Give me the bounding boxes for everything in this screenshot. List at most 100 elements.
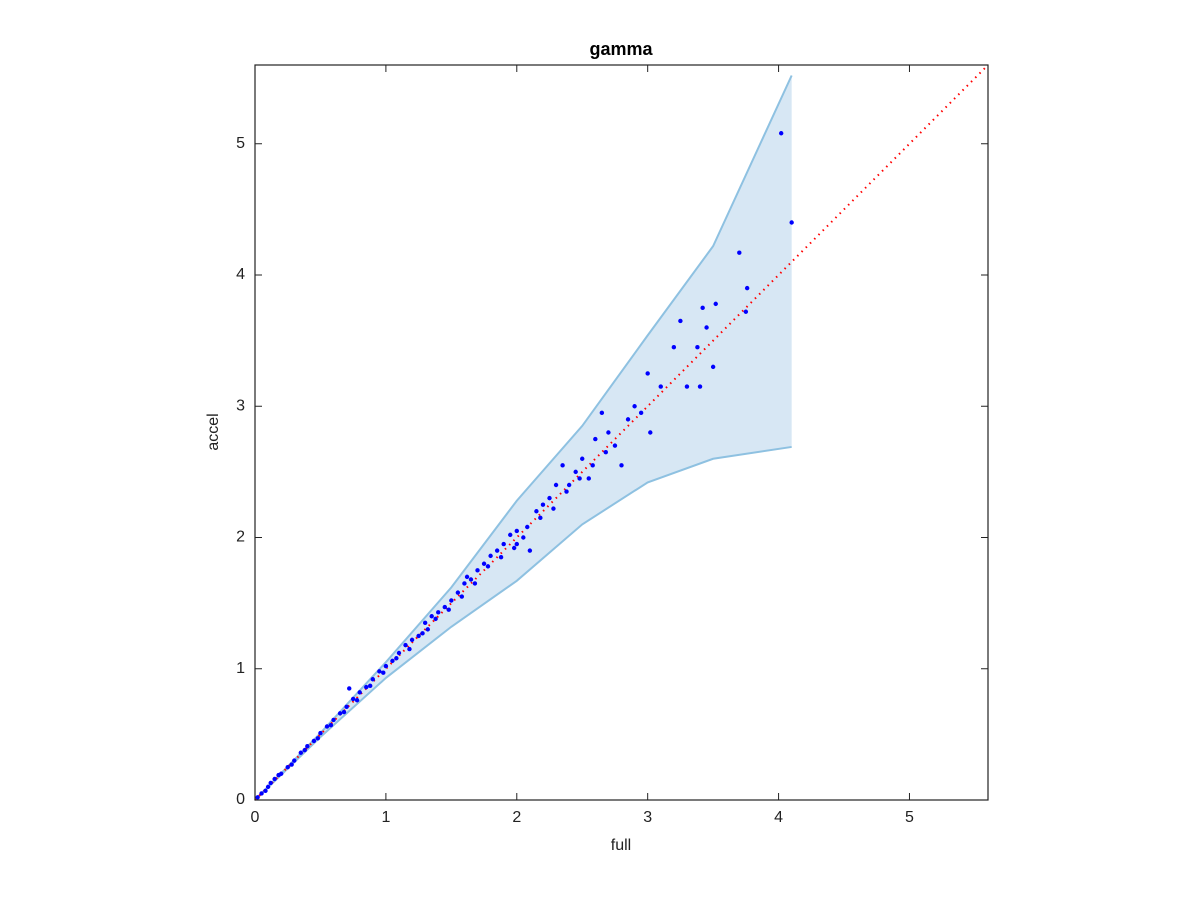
point [713, 301, 718, 307]
point [407, 646, 412, 652]
point [416, 633, 421, 639]
point [658, 384, 663, 389]
point [347, 686, 352, 691]
point [586, 476, 591, 481]
point [744, 285, 750, 291]
point [364, 684, 369, 690]
point [394, 656, 399, 661]
point [442, 604, 447, 610]
point [396, 650, 402, 656]
point [521, 535, 526, 540]
point [547, 495, 552, 501]
point [710, 364, 716, 370]
x-tick-label: 4 [774, 809, 783, 826]
point [501, 541, 506, 547]
point [446, 607, 451, 612]
point [381, 670, 386, 675]
point [341, 709, 347, 715]
point [422, 620, 428, 626]
point [778, 131, 784, 136]
point [433, 616, 438, 622]
x-tick-label: 1 [381, 809, 390, 826]
chart-title: gamma [589, 39, 653, 59]
point [350, 696, 356, 702]
point [538, 515, 543, 521]
point [697, 384, 703, 389]
point [638, 410, 644, 416]
x-tick-label: 3 [643, 809, 652, 826]
point [619, 463, 624, 468]
point [551, 506, 556, 511]
point [603, 449, 608, 455]
point [566, 482, 572, 488]
point [606, 430, 611, 435]
band-upper [254, 75, 793, 801]
point [573, 469, 578, 475]
point [580, 456, 585, 461]
point [671, 344, 677, 350]
point [370, 677, 376, 682]
point [514, 528, 519, 534]
point [429, 614, 434, 619]
point [684, 384, 690, 389]
point [648, 430, 653, 435]
point [302, 747, 307, 753]
point [272, 776, 277, 782]
point [390, 658, 395, 664]
point [259, 791, 264, 796]
point [337, 711, 343, 716]
point [534, 509, 539, 514]
point [564, 489, 569, 494]
band-lower [254, 445, 792, 801]
point [285, 764, 290, 770]
point [278, 771, 284, 776]
point [311, 738, 317, 744]
point [409, 637, 415, 643]
point [743, 309, 749, 314]
y-tick-label: 2 [236, 529, 245, 546]
point [678, 318, 683, 324]
point [494, 548, 500, 553]
point [475, 568, 480, 573]
band-fill [255, 75, 792, 800]
point [485, 564, 491, 569]
point [695, 344, 700, 350]
y-tick-label: 4 [236, 266, 245, 283]
point [599, 410, 605, 416]
point [425, 627, 430, 632]
y-tick-label: 3 [236, 397, 245, 414]
point [700, 305, 705, 311]
point [560, 463, 565, 468]
point [367, 683, 373, 689]
point [268, 780, 273, 786]
point [464, 574, 470, 580]
point [645, 371, 650, 376]
point [525, 524, 530, 530]
point [305, 743, 310, 749]
point [292, 758, 297, 763]
point [328, 722, 334, 728]
point [331, 717, 336, 723]
reference-line [254, 64, 989, 801]
point [514, 541, 519, 547]
point [472, 581, 478, 586]
point [459, 594, 465, 599]
y-tick-label: 1 [236, 660, 245, 677]
point [577, 476, 582, 481]
point [468, 577, 474, 582]
x-tick-label: 2 [512, 809, 521, 826]
point [737, 250, 742, 255]
point [612, 443, 618, 448]
point [455, 590, 461, 595]
point [481, 561, 487, 566]
point [289, 762, 294, 767]
point [377, 669, 382, 674]
point [357, 690, 362, 695]
point [704, 325, 709, 330]
point [511, 545, 517, 551]
point [315, 736, 321, 741]
point [403, 642, 408, 648]
point [420, 631, 425, 636]
